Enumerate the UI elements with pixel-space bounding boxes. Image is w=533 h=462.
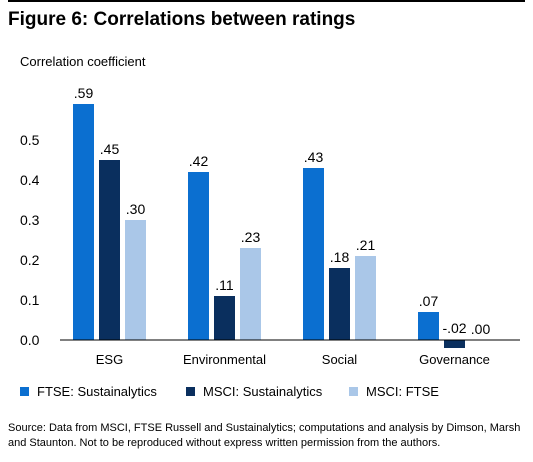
bar (303, 168, 324, 340)
bar (240, 248, 261, 340)
bar (99, 160, 120, 340)
bar-value-label: .11 (215, 277, 234, 293)
y-tick-label: 0.3 (20, 212, 40, 228)
bar (188, 172, 209, 340)
bar (355, 256, 376, 340)
bar-value-label: .21 (356, 237, 376, 253)
bar (125, 220, 146, 340)
bar-value-label: .07 (419, 293, 439, 309)
bar-value-label: .18 (330, 249, 350, 265)
category-label: Environmental (183, 352, 266, 367)
source-note: Source: Data from MSCI, FTSE Russell and… (8, 422, 521, 449)
bar-value-label: .43 (304, 149, 324, 165)
category-label: Governance (419, 352, 490, 367)
category-labels: ESG Environmental Social Governance (96, 352, 490, 367)
legend-swatch (20, 387, 29, 396)
y-tick-label: 0.1 (20, 292, 40, 308)
bar-value-label: .45 (100, 141, 120, 157)
bar-value-label: .59 (74, 85, 94, 101)
bar (73, 104, 94, 340)
legend-swatch (349, 387, 358, 396)
bar (214, 296, 235, 340)
title-rule (8, 0, 525, 2)
bar (444, 340, 465, 348)
y-tick-label: 0.4 (20, 172, 40, 188)
category-label: ESG (96, 352, 123, 367)
y-tick-label: 0.5 (20, 132, 40, 148)
y-tick-label: 0.2 (20, 252, 40, 268)
y-axis-label: Correlation coefficient (20, 54, 146, 69)
bar-value-label: .42 (189, 153, 209, 169)
legend-label: MSCI: FTSE (366, 384, 439, 399)
bars (73, 104, 491, 348)
bar-value-label: .00 (471, 321, 491, 337)
legend: FTSE: Sustainalytics MSCI: Sustainalytics… (20, 384, 439, 399)
bar (418, 312, 439, 340)
bar-value-label: -.02 (442, 320, 466, 336)
figure-title: Figure 6: Correlations between ratings (8, 9, 356, 30)
legend-label: MSCI: Sustainalytics (203, 384, 323, 399)
bar-value-label: .23 (241, 229, 261, 245)
category-label: Social (322, 352, 358, 367)
legend-label: FTSE: Sustainalytics (37, 384, 157, 399)
bar-labels: .59 .45 .30 .42 .11 .23 .43 .18 .21 .07-.02 .00 (74, 85, 491, 337)
legend-swatch (186, 387, 195, 396)
bar-value-label: .30 (126, 201, 146, 217)
y-tick-label: 0.0 (20, 332, 40, 348)
bar (329, 268, 350, 340)
y-axis-ticks: 0.0 0.1 0.2 0.3 0.4 0.5 (20, 132, 40, 348)
